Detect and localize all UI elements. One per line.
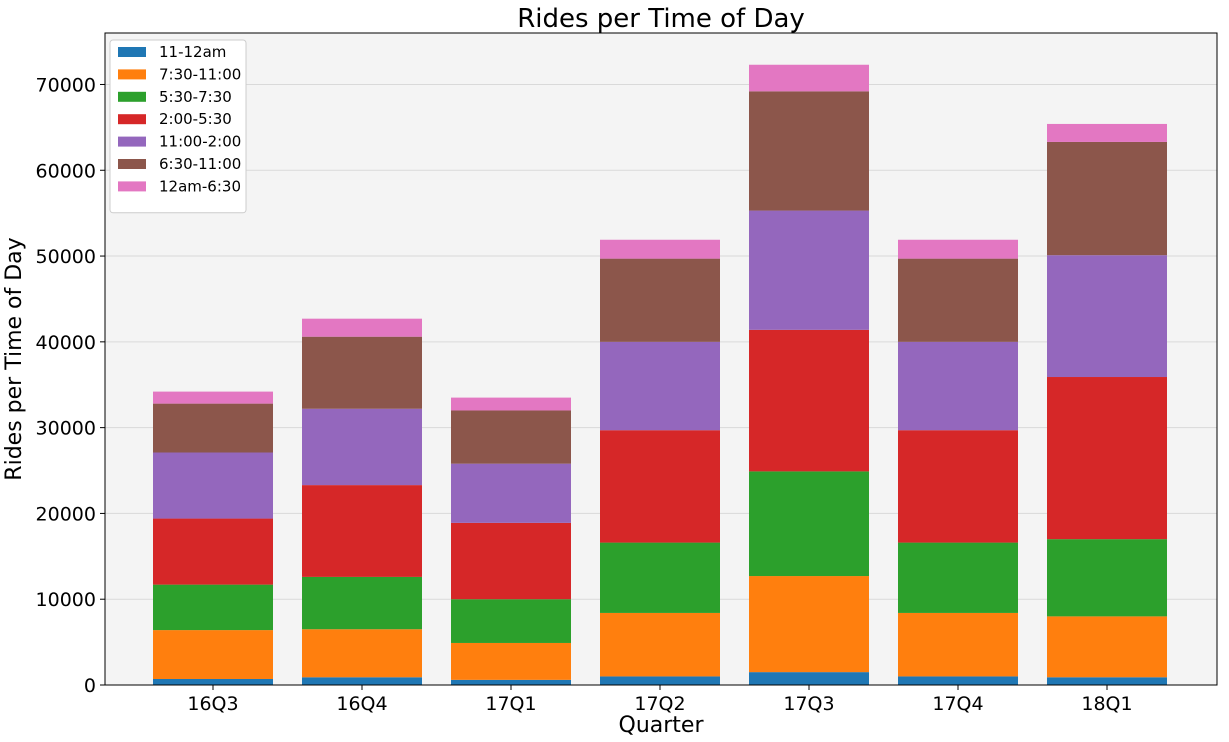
x-tick-label: 17Q2 bbox=[634, 693, 685, 715]
chart-title: Rides per Time of Day bbox=[517, 4, 805, 34]
bar-segment bbox=[600, 542, 720, 613]
bar-segment bbox=[153, 403, 273, 453]
bar-segment bbox=[1047, 255, 1167, 378]
bar-segment bbox=[600, 341, 720, 431]
bar-segment bbox=[898, 612, 1018, 677]
legend-label: 12am-6:30 bbox=[159, 177, 241, 195]
bars bbox=[153, 64, 1167, 685]
y-tick-label: 70000 bbox=[36, 74, 96, 96]
legend-swatch bbox=[118, 159, 146, 169]
bar-segment bbox=[451, 642, 571, 680]
bar-segment bbox=[898, 341, 1018, 431]
legend-box bbox=[109, 39, 247, 214]
bar-segment bbox=[600, 612, 720, 677]
bar-segment bbox=[153, 518, 273, 585]
bar-segment bbox=[1047, 123, 1167, 142]
bar-segment bbox=[600, 239, 720, 259]
legend-swatch bbox=[118, 136, 146, 147]
bar-segment bbox=[451, 410, 571, 464]
legend: 11-12am 7:30-11:00 5:30-7:30 2:00-5:30 11:00… bbox=[109, 39, 247, 214]
bar-segment bbox=[153, 678, 273, 685]
bar-segment bbox=[749, 576, 869, 673]
bar-segment bbox=[898, 676, 1018, 685]
x-tick-label: 16Q3 bbox=[187, 693, 238, 715]
y-tick-label: 0 bbox=[84, 675, 96, 697]
x-tick-label: 18Q1 bbox=[1081, 693, 1132, 715]
bar-segment bbox=[1047, 677, 1167, 685]
bar-segment bbox=[898, 258, 1018, 342]
bar-segment bbox=[1047, 539, 1167, 617]
x-axis-ticks: 16Q3 16Q4 17Q1 17Q2 17Q3 17Q4 18Q1 bbox=[187, 685, 1133, 715]
bar-segment bbox=[898, 239, 1018, 259]
bar-segment bbox=[451, 522, 571, 600]
legend-label: 6:30-11:00 bbox=[159, 155, 241, 173]
y-tick-label: 30000 bbox=[36, 418, 96, 440]
bar-segment bbox=[898, 542, 1018, 613]
bar-segment bbox=[302, 336, 422, 409]
legend-swatch bbox=[118, 114, 146, 125]
bar-segment bbox=[153, 630, 273, 679]
legend-label: 7:30-11:00 bbox=[159, 65, 241, 83]
legend-swatch bbox=[118, 181, 146, 192]
bar-segment bbox=[302, 576, 422, 630]
x-axis-label: Quarter bbox=[619, 713, 705, 738]
legend-label: 5:30-7:30 bbox=[159, 88, 232, 106]
bar-segment bbox=[600, 676, 720, 685]
legend-label: 11-12am bbox=[159, 43, 226, 61]
bar-segment bbox=[1047, 616, 1167, 678]
x-tick-label: 16Q4 bbox=[336, 693, 387, 715]
bar-segment bbox=[749, 329, 869, 472]
bar-segment bbox=[153, 452, 273, 519]
bar-segment bbox=[451, 599, 571, 643]
bar-segment bbox=[302, 677, 422, 685]
y-tick-label: 40000 bbox=[36, 332, 96, 354]
bar-segment bbox=[451, 397, 571, 411]
bar-segment bbox=[749, 64, 869, 92]
bar-segment bbox=[749, 672, 869, 685]
bar-segment bbox=[749, 471, 869, 577]
x-tick-label: 17Q1 bbox=[485, 693, 536, 715]
bar-segment bbox=[451, 463, 571, 523]
legend-swatch bbox=[118, 69, 146, 80]
bar-segment bbox=[302, 629, 422, 678]
bar-segment bbox=[600, 258, 720, 342]
bar-segment bbox=[749, 210, 869, 330]
bar-segment bbox=[153, 391, 273, 404]
x-tick-label: 17Q4 bbox=[932, 693, 983, 715]
y-axis-ticks: 0 10000 20000 30000 40000 50000 60000 70000 bbox=[36, 74, 105, 697]
bar-segment bbox=[898, 430, 1018, 543]
bar-segment bbox=[1047, 377, 1167, 540]
bar-segment bbox=[302, 318, 422, 337]
bar-segment bbox=[302, 485, 422, 577]
y-axis-label: Rides per Time of Day bbox=[2, 237, 27, 480]
y-tick-label: 20000 bbox=[36, 503, 96, 525]
y-tick-label: 10000 bbox=[36, 589, 96, 611]
bar-segment bbox=[600, 430, 720, 543]
legend-swatch bbox=[118, 91, 146, 102]
legend-swatch bbox=[118, 47, 146, 57]
legend-label: 11:00-2:00 bbox=[159, 133, 241, 151]
x-tick-label: 17Q3 bbox=[783, 693, 834, 715]
bar-segment bbox=[1047, 141, 1167, 256]
bar-segment bbox=[153, 584, 273, 631]
y-tick-label: 60000 bbox=[36, 160, 96, 182]
bar-segment bbox=[451, 679, 571, 685]
legend-label: 2:00-5:30 bbox=[159, 110, 232, 128]
bar-segment bbox=[302, 408, 422, 486]
y-tick-label: 50000 bbox=[36, 246, 96, 268]
plot-frame bbox=[104, 32, 1218, 686]
bar-segment bbox=[749, 91, 869, 211]
